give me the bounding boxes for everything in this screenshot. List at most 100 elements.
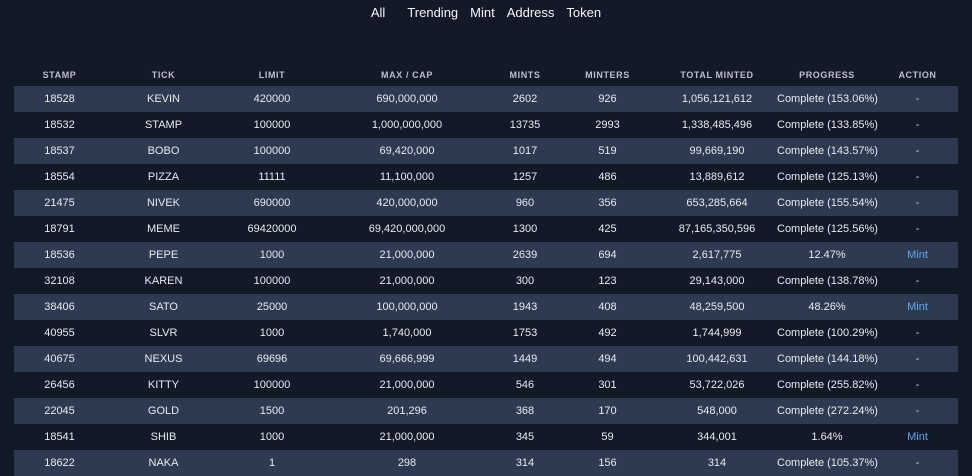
cell-tick: STAMP	[144, 119, 183, 131]
cell-action: -	[915, 353, 920, 365]
cell-total-minted: 314	[707, 457, 727, 469]
cell-total-minted: 99,669,190	[689, 145, 745, 157]
cell-progress: Complete (153.06%)	[777, 93, 878, 105]
table-row[interactable]: 18528 KEVIN 420000 690,000,000 2602 926 1,056,…	[14, 86, 958, 112]
cell-total-minted: 1,338,485,496	[681, 119, 753, 131]
cell-total-minted: 653,285,664	[686, 197, 748, 209]
table-row[interactable]: 26456 KITTY 100000 21,000,000 546 301 53,722,0…	[14, 372, 958, 398]
cell-stamp: 18537	[44, 145, 75, 157]
nav-mint[interactable]: Mint	[470, 5, 495, 20]
table-row[interactable]: 40955 SLVR 1000 1,740,000 1753 492 1,744,999 Co…	[14, 320, 958, 346]
mint-link[interactable]: Mint	[907, 301, 928, 313]
cell-tick: NIVEK	[146, 197, 180, 209]
nav-all[interactable]: All	[370, 5, 386, 20]
cell-progress: Complete (125.13%)	[777, 171, 878, 183]
cell-limit: 100000	[253, 275, 291, 287]
cell-minters: 123	[598, 275, 617, 287]
table-header: STAMP TICK LIMIT MAX / CAP MINTS MINTERS…	[14, 64, 958, 86]
nav-trending[interactable]: Trending	[407, 5, 459, 20]
cell-tick: KEVIN	[146, 93, 180, 105]
mint-link[interactable]: Mint	[907, 249, 928, 261]
header-stamp: STAMP	[42, 70, 77, 80]
nav-token[interactable]: Token	[566, 5, 602, 20]
cell-progress: 48.26%	[808, 301, 846, 313]
header-row: STAMP TICK LIMIT MAX / CAP MINTS MINTERS…	[14, 64, 958, 86]
cell-total-minted: 48,259,500	[689, 301, 745, 313]
cell-progress: Complete (143.57%)	[777, 145, 878, 157]
cell-limit: 690000	[253, 197, 291, 209]
table-row[interactable]: 18536 PEPE 1000 21,000,000 2639 694 2,617,775 1…	[14, 242, 958, 268]
cell-mints: 1943	[512, 301, 538, 313]
cell-progress: 1.64%	[811, 431, 843, 443]
filter-nav: All Trending Mint Address Token	[0, 5, 972, 21]
cell-minters: 492	[598, 327, 617, 339]
cell-max-cap: 201,296	[387, 405, 427, 417]
table-row[interactable]: 21475 NIVEK 690000 420,000,000 960 356 653,285…	[14, 190, 958, 216]
cell-max-cap: 420,000,000	[376, 197, 438, 209]
cell-mints: 546	[515, 379, 535, 391]
cell-minters: 170	[598, 405, 617, 417]
cell-max-cap: 21,000,000	[379, 249, 435, 261]
table-row[interactable]: 18532 STAMP 100000 1,000,000,000 13735 2993 1,…	[14, 112, 958, 138]
cell-stamp: 18554	[44, 171, 75, 183]
mint-link[interactable]: Mint	[907, 431, 928, 443]
cell-stamp: 40955	[44, 327, 75, 339]
cell-tick: PEPE	[148, 249, 179, 261]
cell-tick: SHIB	[150, 431, 177, 443]
cell-progress: Complete (100.29%)	[777, 327, 878, 339]
cell-max-cap: 1,740,000	[382, 327, 432, 339]
cell-progress: Complete (144.18%)	[777, 353, 878, 365]
cell-limit: 420000	[253, 93, 291, 105]
cell-mints: 1300	[512, 223, 538, 235]
cell-mints: 1753	[512, 327, 538, 339]
cell-progress: Complete (255.82%)	[777, 379, 878, 391]
cell-minters: 59	[601, 431, 614, 443]
cell-stamp: 21475	[44, 197, 75, 209]
table-row[interactable]: 18791 MEME 69420000 69,420,000,000 1300 425 87…	[14, 216, 958, 242]
cell-action: -	[915, 223, 920, 235]
table-row[interactable]: 18622 NAKA 1 298 314 156 314 Complete (105.37%)…	[14, 450, 958, 476]
cell-action: -	[915, 197, 920, 209]
cell-progress: 12.47%	[808, 249, 846, 261]
nav-address[interactable]: Address	[506, 5, 555, 20]
table-body: 18528 KEVIN 420000 690,000,000 2602 926 1,056,…	[14, 86, 958, 476]
cell-action: -	[915, 145, 920, 157]
cell-minters: 486	[598, 171, 617, 183]
cell-minters: 519	[598, 145, 617, 157]
table-row[interactable]: 22045 GOLD 1500 201,296 368 170 548,000 Complet…	[14, 398, 958, 424]
cell-minters: 926	[598, 93, 617, 105]
cell-stamp: 18791	[44, 223, 75, 235]
cell-mints: 1257	[512, 171, 538, 183]
cell-max-cap: 69,666,999	[379, 353, 435, 365]
cell-tick: NAKA	[148, 457, 179, 469]
cell-limit: 1500	[259, 405, 285, 417]
cell-total-minted: 29,143,000	[689, 275, 745, 287]
table-row[interactable]: 38406 SATO 25000 100,000,000 1943 408 48,259,5…	[14, 294, 958, 320]
token-table: STAMP TICK LIMIT MAX / CAP MINTS MINTERS…	[14, 64, 958, 476]
cell-max-cap: 69,420,000,000	[368, 223, 446, 235]
cell-limit: 1000	[259, 431, 285, 443]
cell-action: -	[915, 119, 920, 131]
cell-tick: KITTY	[147, 379, 180, 391]
cell-total-minted: 344,001	[697, 431, 737, 443]
table-row[interactable]: 40675 NEXUS 69696 69,666,999 1449 494 100,442,…	[14, 346, 958, 372]
cell-mints: 13735	[509, 119, 541, 131]
cell-max-cap: 690,000,000	[376, 93, 438, 105]
table-row[interactable]: 32108 KAREN 100000 21,000,000 300 123 29,143,0…	[14, 268, 958, 294]
cell-tick: SATO	[149, 301, 178, 313]
cell-stamp: 18541	[44, 431, 75, 443]
cell-minters: 301	[598, 379, 617, 391]
cell-tick: KAREN	[144, 275, 183, 287]
table-row[interactable]: 18537 BOBO 100000 69,420,000 1017 519 99,669,1…	[14, 138, 958, 164]
table-row[interactable]: 18554 PIZZA 11111 11,100,000 1257 486 13,889,6…	[14, 164, 958, 190]
header-minters: MINTERS	[585, 70, 630, 80]
cell-tick: MEME	[147, 223, 180, 235]
cell-action: -	[915, 275, 920, 287]
cell-max-cap: 100,000,000	[376, 301, 438, 313]
cell-stamp: 18532	[44, 119, 75, 131]
header-action: ACTION	[898, 70, 937, 80]
cell-minters: 156	[598, 457, 617, 469]
cell-minters: 694	[598, 249, 617, 261]
table-row[interactable]: 18541 SHIB 1000 21,000,000 345 59 344,001 1.64%…	[14, 424, 958, 450]
cell-progress: Complete (155.54%)	[777, 197, 878, 209]
